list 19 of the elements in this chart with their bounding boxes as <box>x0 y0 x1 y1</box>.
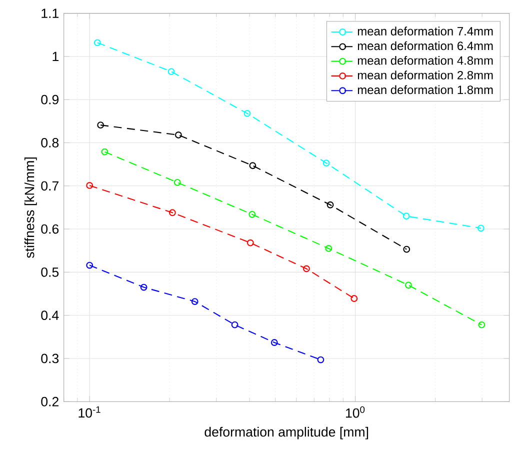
y-tick-label: 1 <box>52 52 58 62</box>
y-tick-label: 0.5 <box>41 268 59 277</box>
x-tick-label: 10$^{-1}$ <box>78 406 100 418</box>
legend-label: mean deformation 7.4mm <box>358 26 493 36</box>
y-tick-label: 0.9 <box>41 94 59 104</box>
y-tick-label: 0.2 <box>41 397 58 406</box>
legend-label: mean deformation 6.4mm <box>358 41 493 50</box>
y-tick-label: 0.6 <box>41 224 59 234</box>
y-tick-label: 0.8 <box>41 138 59 148</box>
legend-label: mean deformation 4.8mm <box>358 56 493 65</box>
x-tick-label: 10$^{0}$ <box>346 406 365 418</box>
y-axis-title: stiffness [kN/mm] <box>24 158 37 258</box>
y-tick-label: 0.7 <box>41 181 58 191</box>
legend-label: mean deformation 2.8mm <box>358 70 493 80</box>
y-tick-label: 0.4 <box>41 310 59 320</box>
legend-label: mean deformation 1.8mm <box>358 85 493 94</box>
x-axis-title: deformation amplitude [mm] <box>204 427 368 440</box>
y-tick-label: 1.1 <box>42 8 58 18</box>
y-tick-label: 0.3 <box>41 354 59 364</box>
